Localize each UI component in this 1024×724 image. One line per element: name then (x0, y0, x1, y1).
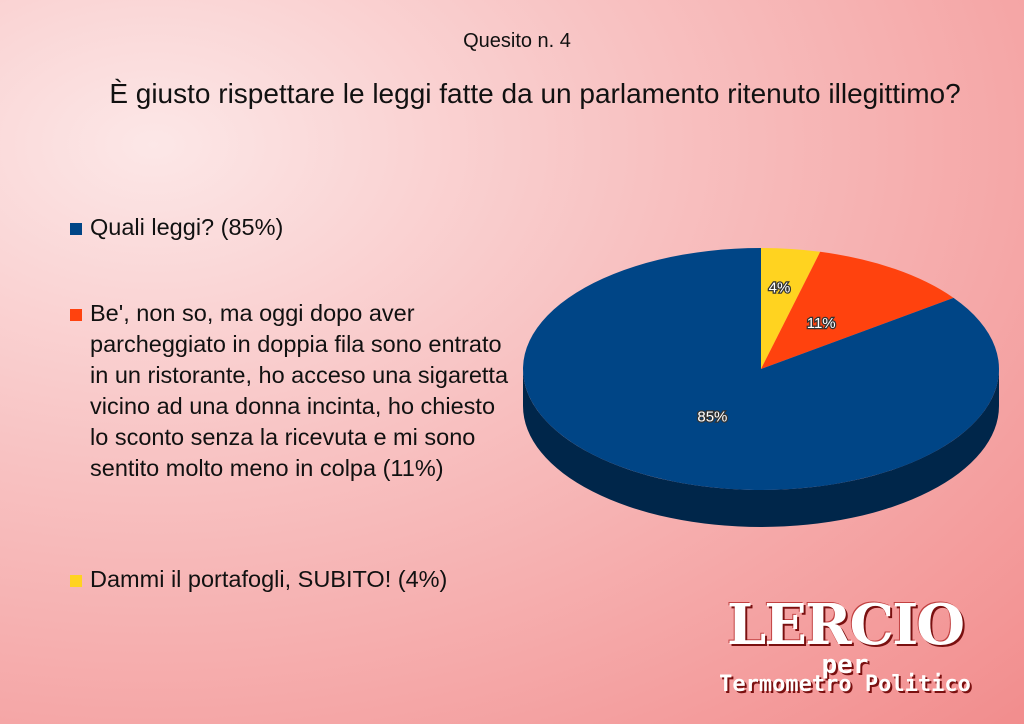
legend-swatch-0 (70, 223, 82, 235)
logo-wordmark: LERCIO (726, 592, 965, 658)
lercio-logo: LERCIO per Termometro Politico (680, 590, 1010, 700)
legend-item-0: Quali leggi? (85%) (70, 212, 510, 243)
pie-slice-1 (761, 251, 954, 369)
legend-swatch-1 (70, 309, 82, 321)
chart-subtitle: Quesito n. 4 (463, 30, 571, 52)
pie-label-2: 85% (697, 408, 727, 425)
legend-label-0: Quali leggi? (85%) (90, 214, 284, 240)
legend-item-2: Dammi il portafogli, SUBITO! (4%) (70, 564, 510, 595)
pie-top-faces (523, 248, 999, 490)
pie-data-labels: 4% 11% 85% (696, 278, 837, 426)
pie-label-1: 11% (807, 315, 836, 332)
legend-label-2: Dammi il portafogli, SUBITO! (4%) (90, 566, 448, 592)
logo-per: per (821, 650, 869, 680)
pie-slice-0 (761, 248, 821, 369)
legend-item-1: Be', non so, ma oggi dopo aver parcheggi… (70, 298, 510, 484)
logo-subtitle: Termometro Politico (719, 672, 971, 697)
legend-swatch-2 (70, 575, 82, 587)
pie-side-faces (523, 369, 999, 527)
legend-label-1: Be', non so, ma oggi dopo aver parcheggi… (90, 300, 509, 481)
pie-side-2 (523, 369, 999, 527)
chart-question: È giusto rispettare le leggi fatte da un… (109, 78, 961, 109)
pie-slice-2 (523, 248, 999, 490)
pie-label-0: 4% (769, 280, 791, 297)
